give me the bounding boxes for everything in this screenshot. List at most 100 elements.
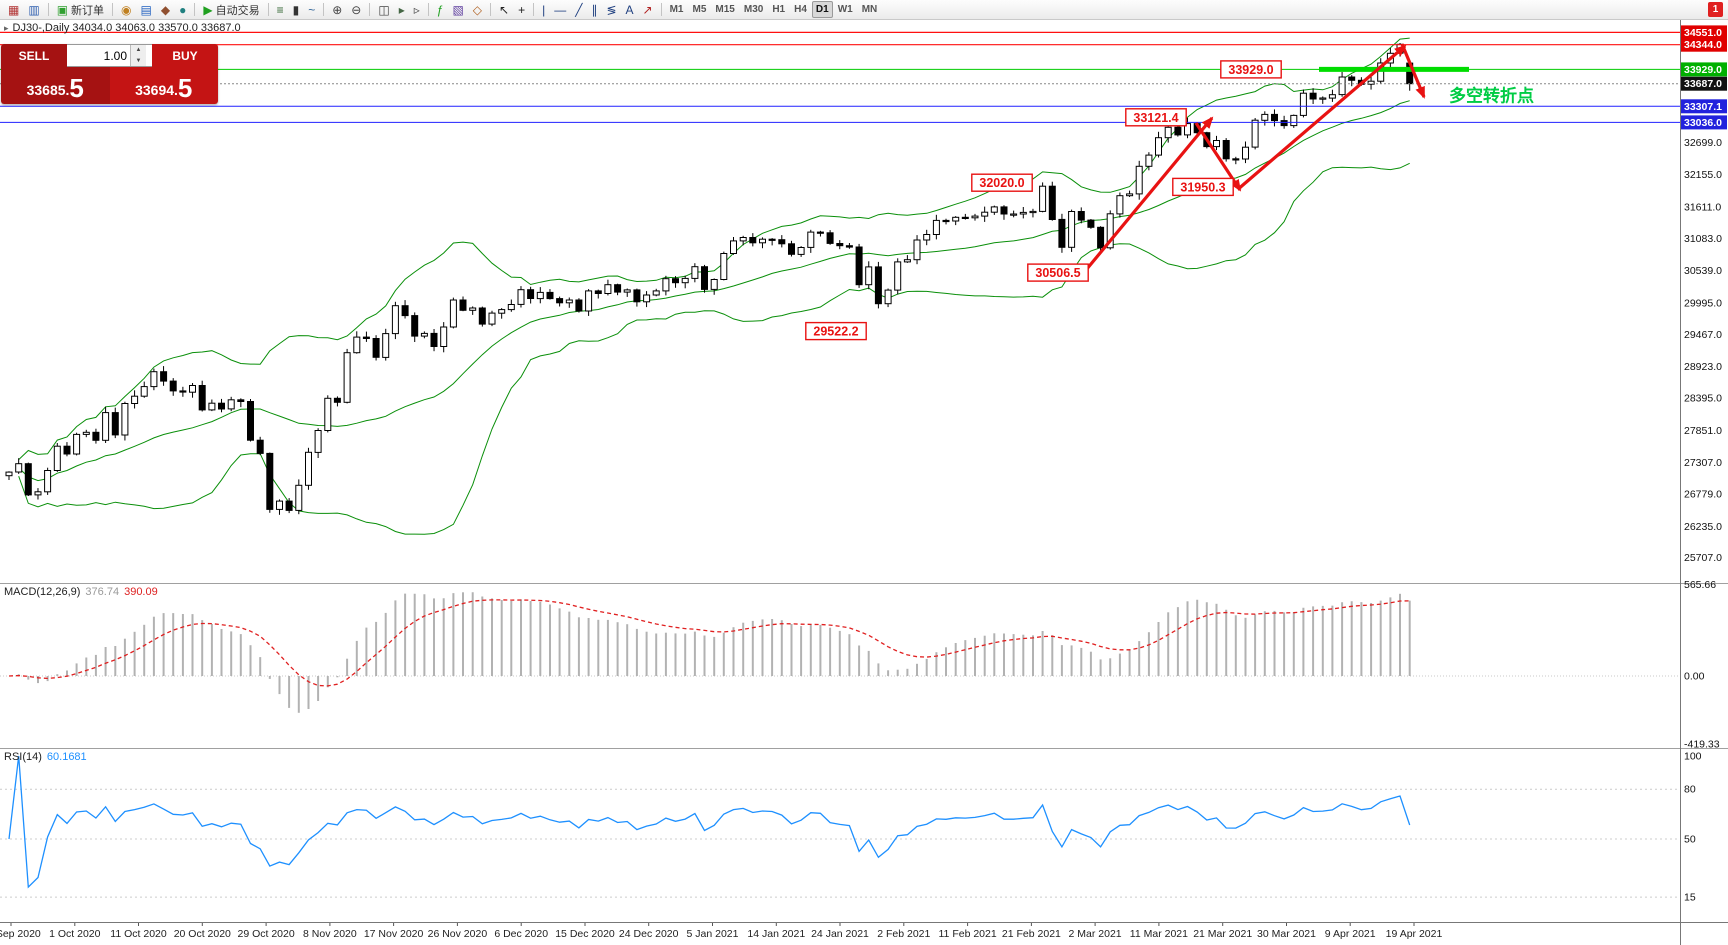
zoom-in-icon[interactable]: ⊕	[328, 1, 346, 18]
new-chart-icon[interactable]: ▦	[4, 1, 23, 18]
svg-text:28395.0: 28395.0	[1684, 393, 1722, 405]
svg-text:30539.0: 30539.0	[1684, 265, 1722, 277]
svg-text:6 Dec 2020: 6 Dec 2020	[494, 928, 548, 940]
bars-chart-icon[interactable]: ≡	[273, 1, 288, 18]
timeframe-d1-label: D1	[815, 4, 829, 15]
price-annotation-31950.3[interactable]: 31950.3	[1172, 177, 1234, 197]
autotrading-glyph: ▶	[203, 2, 213, 17]
new-order-button[interactable]: ▣ 新订单	[53, 1, 108, 18]
text-icon[interactable]: A	[622, 1, 638, 18]
svg-text:32155.0: 32155.0	[1684, 169, 1722, 181]
svg-text:15: 15	[1684, 892, 1696, 904]
zoom-out-icon-glyph: ⊖	[351, 2, 362, 17]
svg-text:31611.0: 31611.0	[1684, 202, 1721, 214]
timeframe-w1[interactable]: W1	[834, 1, 857, 18]
chart-shift-icon[interactable]: ▹	[410, 1, 424, 18]
community-icon[interactable]: ●	[175, 1, 190, 18]
templates-icon[interactable]: ▧	[448, 1, 467, 18]
svg-text:565.66: 565.66	[1684, 579, 1716, 591]
timeframe-mn[interactable]: MN	[858, 1, 882, 18]
autotrading-button[interactable]: ▶ 自动交易	[199, 1, 263, 18]
indicators-icon-glyph: ƒ	[436, 2, 444, 17]
crosshair-icon[interactable]: +	[514, 1, 529, 18]
timeframe-m1[interactable]: M1	[666, 1, 688, 18]
horizontal-line-icon[interactable]: —	[550, 1, 570, 18]
price-annotation-32020.0[interactable]: 32020.0	[971, 173, 1033, 192]
svg-text:33307.1: 33307.1	[1684, 101, 1722, 113]
one-click-trading-panel: SELL ▲ ▼ BUY 33685.5 33694.5	[1, 44, 218, 104]
time-axis[interactable]: 22 Sep 2020 1 Oct 2020 11 Oct 2020 20 Oct 2…	[0, 923, 1442, 940]
rsi-value: 60.1681	[46, 751, 87, 763]
new-chart-icon-glyph: ▦	[8, 2, 20, 17]
svg-text:26779.0: 26779.0	[1684, 489, 1722, 501]
timeframe-m30[interactable]: M30	[740, 1, 767, 18]
candles-chart-icon[interactable]: ▮	[289, 1, 304, 18]
notification-badge[interactable]: 1	[1708, 2, 1723, 17]
toolbar-separator	[427, 3, 429, 16]
svg-text:5 Jan 2021: 5 Jan 2021	[687, 928, 739, 940]
buy-button[interactable]: BUY	[152, 44, 218, 67]
scale-marker-33307.1	[1681, 99, 1727, 114]
svg-text:29522.2: 29522.2	[813, 325, 858, 339]
vertical-line-icon-glyph: |	[542, 2, 546, 17]
trendline-icon[interactable]: ╱	[571, 1, 586, 18]
sell-price[interactable]: 33685. 5	[1, 67, 110, 104]
svg-text:21 Feb 2021: 21 Feb 2021	[1002, 928, 1061, 940]
toolbar-separator	[490, 3, 492, 16]
profiles-icon[interactable]: ▥	[24, 1, 43, 18]
new-order-button-label: 新订单	[71, 4, 105, 17]
object-list-toggle-icon[interactable]: ▸	[4, 22, 9, 33]
tile-windows-icon[interactable]: ◫	[374, 1, 393, 18]
timeframe-w1-label: W1	[837, 4, 853, 15]
trend-arrow-4[interactable]	[1400, 43, 1426, 99]
buy-price-main: 33694.	[135, 82, 178, 99]
candles-chart-icon-glyph: ▮	[292, 2, 300, 17]
scale-marker-33036.0	[1681, 115, 1727, 130]
buy-price[interactable]: 33694. 5	[109, 67, 218, 104]
price-annotation-30506.5[interactable]: 30506.5	[1027, 263, 1089, 282]
vertical-line-icon[interactable]: |	[538, 1, 549, 18]
timeframe-m5[interactable]: M5	[689, 1, 711, 18]
mailbox-icon[interactable]: ▤	[137, 1, 156, 18]
price-annotation-33121.4[interactable]: 33121.4	[1125, 108, 1187, 127]
turning-point-label[interactable]: 多空转折点	[1449, 85, 1534, 105]
volume-increase-button[interactable]: ▲	[131, 45, 146, 56]
toolbar-separator	[533, 3, 535, 16]
cursor-icon[interactable]: ↖	[495, 1, 513, 18]
channel-icon[interactable]: ∥	[587, 1, 601, 18]
timeframe-h4[interactable]: H4	[790, 1, 811, 18]
rsi-indicator-label: RSI(14) 60.1681	[4, 751, 87, 763]
price-scale[interactable]: 32699.0 32155.0 31611.0 31083.0 30539.0 29995…	[1681, 25, 1727, 904]
timeframe-m5-label: M5	[692, 4, 707, 15]
volume-decrease-button[interactable]: ▼	[131, 55, 146, 66]
volume-input[interactable]	[67, 45, 130, 66]
timeframe-d1[interactable]: D1	[811, 1, 833, 18]
price-annotation-33929.0[interactable]: 33929.0	[1220, 60, 1282, 79]
timeframe-h1[interactable]: H1	[768, 1, 789, 18]
scale-marker-33687.0	[1681, 76, 1727, 91]
price-annotation-29522.2[interactable]: 29522.2	[805, 321, 867, 341]
svg-text:11 Mar 2021: 11 Mar 2021	[1130, 928, 1188, 940]
timeframe-m15[interactable]: M15	[711, 1, 738, 18]
arrows-icon[interactable]: ↗	[639, 1, 657, 18]
zoom-out-icon[interactable]: ⊖	[347, 1, 365, 18]
sell-button[interactable]: SELL	[1, 44, 67, 67]
fibonacci-icon[interactable]: ≶	[602, 1, 620, 18]
trend-arrow-1[interactable]	[1084, 116, 1214, 272]
indicators-icon[interactable]: ƒ	[433, 1, 448, 18]
line-chart-icon[interactable]: ~	[304, 1, 319, 18]
alerts-icon[interactable]: ◉	[117, 1, 135, 18]
scale-marker-33929.0	[1681, 62, 1727, 77]
scale-marker-34551.0	[1681, 25, 1727, 40]
chart-canvas[interactable]: 33929.0 33121.4 32020.0 31950.3 30506.5 29522…	[0, 20, 1728, 945]
objects-icon[interactable]: ◇	[469, 1, 486, 18]
svg-text:19 Apr 2021: 19 Apr 2021	[1386, 928, 1443, 940]
toolbar-separator	[194, 3, 196, 16]
trendline-icon-glyph: ╱	[575, 2, 583, 17]
svg-text:21 Mar 2021: 21 Mar 2021	[1193, 928, 1252, 940]
trend-arrow-3[interactable]	[1238, 44, 1407, 189]
community-icon-glyph: ●	[179, 2, 187, 17]
svg-text:8 Nov 2020: 8 Nov 2020	[303, 928, 357, 940]
auto-scroll-icon[interactable]: ▸	[395, 1, 409, 18]
market-icon[interactable]: ◆	[157, 1, 174, 18]
